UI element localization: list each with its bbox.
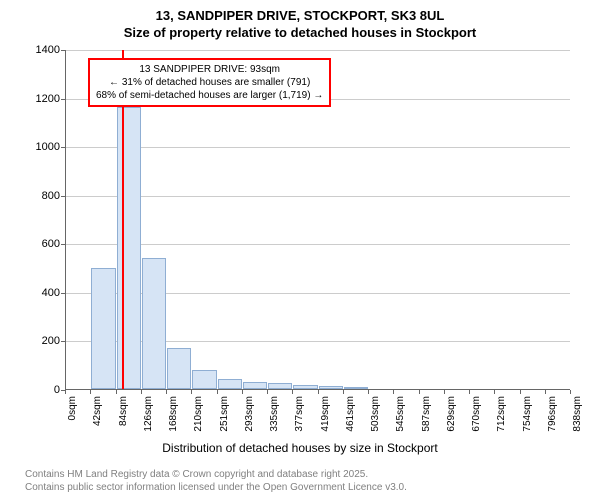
gridline (66, 244, 570, 245)
chart-title-sub: Size of property relative to detached ho… (0, 23, 600, 40)
xtick-mark (191, 390, 192, 394)
xtick-label: 419sqm (320, 396, 331, 446)
histogram-bar (319, 386, 343, 389)
xtick-mark (570, 390, 571, 394)
histogram-chart: 13, SANDPIPER DRIVE, STOCKPORT, SK3 8UL … (0, 0, 600, 500)
xtick-mark (444, 390, 445, 394)
xtick-mark (343, 390, 344, 394)
xtick-label: 126sqm (143, 396, 154, 446)
xtick-label: 545sqm (395, 396, 406, 446)
ytick-mark (61, 99, 65, 100)
xtick-label: 210sqm (193, 396, 204, 446)
xtick-label: 712sqm (496, 396, 507, 446)
histogram-bar (167, 348, 191, 389)
chart-title-main: 13, SANDPIPER DRIVE, STOCKPORT, SK3 8UL (0, 0, 600, 23)
histogram-bar (218, 379, 242, 389)
ytick-label: 200 (20, 335, 60, 347)
xtick-mark (494, 390, 495, 394)
ytick-label: 0 (20, 384, 60, 396)
attribution: Contains HM Land Registry data © Crown c… (25, 468, 407, 494)
ytick-mark (61, 293, 65, 294)
histogram-bar (293, 385, 317, 389)
ytick-mark (61, 341, 65, 342)
xtick-mark (217, 390, 218, 394)
xtick-mark (520, 390, 521, 394)
xtick-mark (419, 390, 420, 394)
xtick-mark (292, 390, 293, 394)
xtick-mark (166, 390, 167, 394)
xtick-label: 251sqm (219, 396, 230, 446)
ytick-label: 600 (20, 238, 60, 250)
gridline (66, 50, 570, 51)
xtick-mark (242, 390, 243, 394)
callout-line3: 68% of semi-detached houses are larger (… (96, 89, 323, 102)
histogram-bar (91, 268, 115, 389)
xtick-label: 670sqm (471, 396, 482, 446)
xtick-label: 168sqm (168, 396, 179, 446)
xtick-mark (141, 390, 142, 394)
callout-line2: ← 31% of detached houses are smaller (79… (96, 76, 323, 89)
histogram-bar (117, 107, 141, 389)
gridline (66, 147, 570, 148)
gridline (66, 196, 570, 197)
xtick-mark (90, 390, 91, 394)
histogram-bar (344, 387, 368, 389)
xtick-mark (267, 390, 268, 394)
xtick-mark (318, 390, 319, 394)
ytick-label: 1400 (20, 44, 60, 56)
xtick-label: 293sqm (244, 396, 255, 446)
xtick-mark (545, 390, 546, 394)
ytick-mark (61, 244, 65, 245)
histogram-bar (142, 258, 166, 389)
ytick-label: 1200 (20, 93, 60, 105)
xtick-label: 796sqm (547, 396, 558, 446)
histogram-bar (192, 370, 216, 389)
xtick-mark (116, 390, 117, 394)
xtick-label: 42sqm (92, 396, 103, 446)
histogram-bar (243, 382, 267, 389)
ytick-label: 800 (20, 190, 60, 202)
ytick-label: 1000 (20, 141, 60, 153)
xtick-label: 629sqm (446, 396, 457, 446)
xtick-label: 587sqm (421, 396, 432, 446)
ytick-mark (61, 50, 65, 51)
callout-box: 13 SANDPIPER DRIVE: 93sqm ← 31% of detac… (88, 58, 331, 107)
histogram-bar (268, 383, 292, 389)
xtick-label: 335sqm (269, 396, 280, 446)
xtick-label: 0sqm (67, 396, 78, 446)
ytick-label: 400 (20, 287, 60, 299)
callout-line1: 13 SANDPIPER DRIVE: 93sqm (96, 63, 323, 76)
xtick-mark (469, 390, 470, 394)
xtick-mark (393, 390, 394, 394)
xtick-label: 377sqm (294, 396, 305, 446)
xtick-label: 838sqm (572, 396, 583, 446)
xtick-mark (368, 390, 369, 394)
attribution-line2: Contains public sector information licen… (25, 481, 407, 494)
x-axis-label: Distribution of detached houses by size … (0, 441, 600, 455)
ytick-mark (61, 147, 65, 148)
xtick-mark (65, 390, 66, 394)
xtick-label: 461sqm (345, 396, 356, 446)
ytick-mark (61, 196, 65, 197)
xtick-label: 503sqm (370, 396, 381, 446)
xtick-label: 84sqm (118, 396, 129, 446)
xtick-label: 754sqm (522, 396, 533, 446)
attribution-line1: Contains HM Land Registry data © Crown c… (25, 468, 407, 481)
